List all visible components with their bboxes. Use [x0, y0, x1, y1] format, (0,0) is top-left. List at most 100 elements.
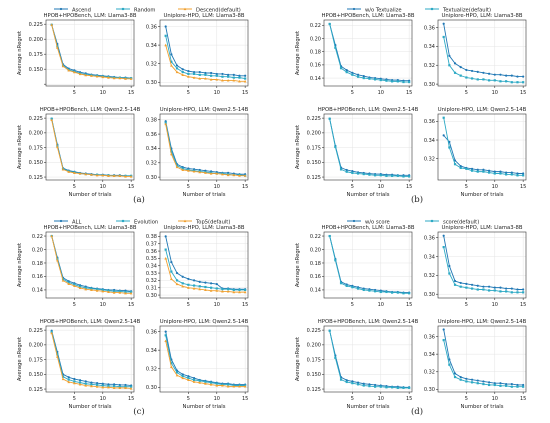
data-point	[107, 290, 110, 294]
x-axis-label: Number of trials	[461, 192, 504, 198]
data-point	[90, 381, 93, 384]
data-point	[170, 152, 173, 156]
y-tick-label: 0.16	[32, 274, 43, 280]
y-tick-label: 0.150	[29, 372, 43, 378]
data-point	[238, 74, 241, 77]
data-point	[73, 284, 76, 287]
data-point	[112, 291, 116, 294]
data-point	[510, 171, 513, 174]
plot-frame	[159, 113, 249, 181]
data-point	[198, 381, 202, 384]
data-point	[175, 373, 179, 377]
data-point	[448, 363, 451, 366]
data-point	[505, 74, 508, 77]
data-point	[328, 22, 331, 26]
subplot: HPOB+HPOBench, LLM: Llama3-8B 0.14 0.16 0.1…	[295, 13, 415, 96]
data-point	[244, 288, 247, 292]
y-tick-label: 0.36	[424, 119, 435, 125]
y-tick-label: 0.36	[146, 329, 157, 335]
legend-label: ALL	[72, 220, 81, 226]
data-point	[73, 377, 76, 381]
data-point	[170, 60, 173, 63]
data-point	[505, 384, 508, 387]
y-tick-label: 0.36	[146, 24, 157, 30]
figure-caption: (d)	[411, 406, 423, 417]
series-line	[51, 331, 132, 388]
y-axis-label: Average nRegret	[17, 243, 23, 287]
plot-frame	[437, 231, 527, 299]
data-point	[465, 282, 468, 285]
x-tick-label: 10	[492, 302, 498, 308]
data-point	[356, 73, 360, 76]
data-point	[90, 288, 93, 292]
series-line	[443, 135, 524, 174]
x-tick-label: 5	[187, 184, 190, 190]
data-point	[209, 78, 213, 81]
x-tick-label: 10	[492, 184, 498, 190]
data-point	[487, 169, 491, 172]
data-point	[243, 290, 247, 294]
data-point	[56, 355, 59, 358]
x-tick-label: 10	[378, 184, 384, 190]
data-point	[356, 287, 360, 290]
subplot-title: HPOB+HPOBench, LLM: Qwen2.5-14B	[318, 319, 419, 325]
subplot: Uniplore-HPO, LLM: Llama3-8B 0.30 0.32 0.34…	[146, 13, 248, 96]
data-point	[453, 159, 457, 162]
subplot-title: HPOB+HPOBench, LLM: Qwen2.5-14B	[318, 107, 419, 113]
data-point	[67, 282, 71, 285]
x-axis-label: Number of trials	[347, 192, 390, 198]
data-point	[204, 171, 207, 174]
y-tick-label: 0.16	[310, 274, 321, 280]
data-point	[459, 375, 462, 379]
data-point	[339, 378, 343, 381]
data-point	[204, 285, 207, 289]
data-point	[465, 286, 468, 289]
data-point	[368, 77, 371, 80]
data-point	[499, 172, 502, 175]
plot-frame	[437, 325, 527, 393]
data-point	[442, 22, 445, 25]
data-point	[362, 75, 365, 78]
plot-frame	[45, 325, 135, 393]
x-tick-label: 5	[465, 184, 468, 190]
data-point	[244, 74, 247, 77]
data-point	[175, 371, 179, 374]
data-point	[345, 284, 348, 287]
x-tick-label: 15	[406, 184, 412, 190]
data-point	[238, 288, 241, 292]
data-point	[170, 270, 173, 273]
data-point	[368, 385, 371, 388]
legend-marker	[121, 7, 125, 11]
data-point	[130, 385, 133, 388]
subplot-title: Uniplore-HPO, LLM: Llama3-8B	[163, 13, 244, 19]
data-point	[192, 76, 196, 79]
y-axis-label: Average nRegret	[17, 125, 23, 169]
legend-label: w/o Textualize	[365, 8, 402, 14]
y-tick-label: 0.14	[310, 288, 321, 294]
y-tick-label: 0.175	[307, 357, 321, 363]
x-tick-label: 15	[520, 302, 526, 308]
data-point	[215, 289, 219, 292]
y-tick-label: 0.18	[310, 261, 321, 267]
data-point	[204, 380, 207, 383]
data-point	[522, 174, 525, 177]
series-line	[51, 235, 132, 294]
data-point	[209, 74, 213, 77]
data-point	[487, 381, 491, 384]
data-point	[192, 72, 196, 76]
data-point	[209, 286, 213, 289]
y-tick-label: 0.32	[146, 367, 157, 373]
legend-marker	[183, 219, 187, 223]
data-point	[465, 68, 468, 72]
data-point	[164, 256, 167, 260]
x-tick-label: 5	[351, 184, 354, 190]
y-tick-label: 0.32	[424, 63, 435, 69]
data-point	[170, 362, 173, 365]
data-point	[215, 384, 219, 387]
data-point	[170, 277, 173, 281]
data-point	[118, 76, 122, 80]
data-point	[334, 259, 337, 262]
data-point	[453, 62, 457, 65]
series-line	[51, 24, 132, 79]
data-point	[227, 73, 230, 76]
